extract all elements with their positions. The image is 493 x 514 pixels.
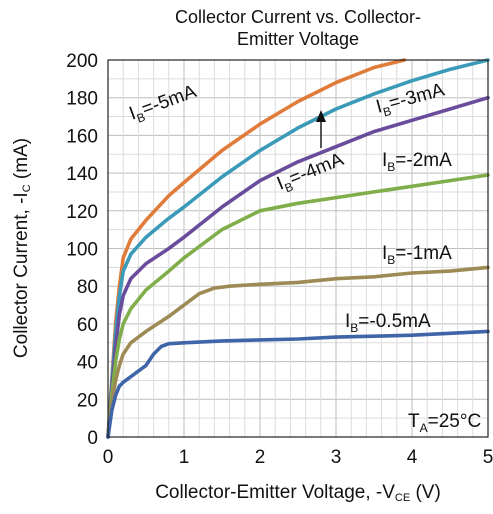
- series-line-ib-2ma: [106, 173, 490, 439]
- x-axis-label: Collector-Emitter Voltage, -VCE (V): [155, 482, 441, 504]
- y-tick-label: 60: [77, 315, 98, 336]
- y-axis-label: Collector Current, -IC (mA): [11, 137, 33, 359]
- series-line-ib-1ma: [106, 265, 490, 439]
- series-line-ib-3ma: [106, 95, 490, 439]
- chart-title-line1: Collector Current vs. Collector-: [174, 7, 422, 27]
- y-tick-label: 160: [66, 126, 98, 147]
- series-label-ib-1ma: IB=-1mA: [382, 243, 452, 267]
- x-tick-labels: 0 1 2 3 4 5: [103, 447, 493, 468]
- x-tick-label: 3: [331, 447, 342, 468]
- y-tick-labels: 0 20 40 60 80 100 120 140 160 180 200: [66, 51, 98, 449]
- series-label-ib-0.5ma: IB=-0.5mA: [345, 311, 431, 335]
- y-tick-label: 20: [77, 390, 98, 411]
- x-tick-label: 2: [255, 447, 266, 468]
- plot-frame: [107, 59, 489, 438]
- y-tick-label: 200: [66, 51, 98, 72]
- y-tick-label: 140: [66, 164, 98, 185]
- y-tick-label: 100: [66, 240, 98, 261]
- y-tick-label: 0: [87, 428, 98, 449]
- y-tick-label: 40: [77, 353, 98, 374]
- x-tick-label: 1: [179, 447, 190, 468]
- arrow-head: [316, 110, 326, 122]
- y-tick-label: 180: [66, 89, 98, 110]
- series-line-ib-0.5ma: [106, 329, 490, 439]
- x-tick-label: 5: [483, 447, 493, 468]
- series-lines: [106, 58, 490, 439]
- condition-label: TA=25°C: [408, 411, 481, 435]
- x-tick-label: 4: [407, 447, 418, 468]
- chart-title-line2: Emitter Voltage: [236, 29, 360, 49]
- y-tick-label: 80: [77, 277, 98, 298]
- y-tick-label: 120: [66, 202, 98, 223]
- series-label-ib-2ma: IB=-2mA: [382, 150, 452, 174]
- annotations: IB=-5mAIB=-4mAIB=-3mAIB=-2mAIB=-1mAIB=-0…: [127, 79, 482, 435]
- series-line-ib-4ma: [106, 58, 490, 439]
- x-tick-label: 0: [103, 447, 114, 468]
- series-label-ib-5ma: IB=-5mA: [127, 81, 201, 128]
